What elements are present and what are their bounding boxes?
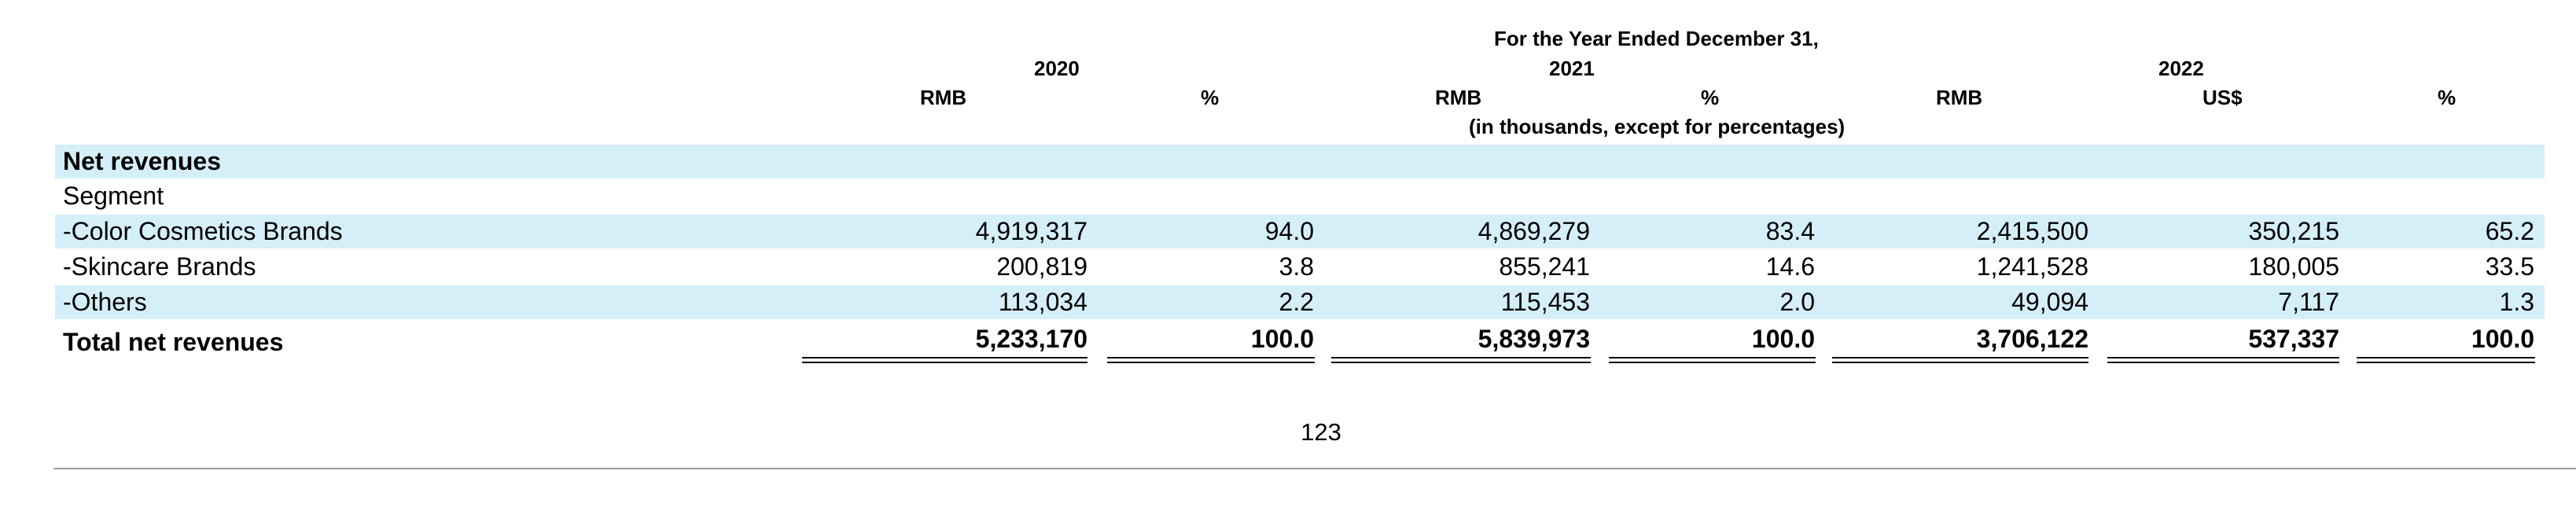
total-2020-pct: 100.0	[1250, 325, 1314, 353]
total-underline-2021-pct	[1609, 357, 1816, 363]
cell-others-2022-usd: 7,117	[2278, 288, 2339, 316]
currency-2022-usd: US$	[2202, 86, 2243, 109]
total-underline-2022-rmb	[1832, 357, 2088, 363]
cell-color-cosmetics-2021-pct: 83.4	[1765, 217, 1815, 245]
total-2021-pct: 100.0	[1751, 325, 1815, 353]
total-label: Total net revenues	[63, 328, 284, 356]
period-title: For the Year Ended December 31,	[1494, 27, 1819, 50]
cell-others-2022-rmb: 49,094	[2011, 288, 2088, 316]
row-band-color-cosmetics	[55, 215, 2545, 248]
year-2021: 2021	[1549, 57, 1595, 80]
total-2021-rmb: 5,839,973	[1478, 325, 1590, 353]
section-segment: Segment	[63, 182, 164, 210]
row-band-net-revenues	[55, 145, 2545, 178]
currency-2020-pct: %	[1201, 86, 1220, 109]
total-2022-rmb: 3,706,122	[1976, 325, 2088, 353]
cell-color-cosmetics-2021-rmb: 4,869,279	[1478, 217, 1590, 245]
cell-skincare-2022-usd: 180,005	[2248, 252, 2339, 281]
section-net-revenues: Net revenues	[63, 147, 221, 175]
cell-color-cosmetics-2022-rmb: 2,415,500	[1976, 217, 2088, 245]
cell-color-cosmetics-2022-pct: 65.2	[2485, 217, 2534, 245]
cell-color-cosmetics-2020-rmb: 4,919,317	[975, 217, 1087, 245]
currency-2020-rmb: RMB	[920, 86, 967, 109]
row-label-color-cosmetics: -Color Cosmetics Brands	[63, 217, 343, 245]
total-underline-2021-rmb	[1331, 357, 1591, 363]
year-2022: 2022	[2158, 57, 2204, 80]
currency-2022-pct: %	[2438, 86, 2456, 109]
units-note: (in thousands, except for percentages)	[1469, 115, 1846, 138]
cell-others-2020-pct: 2.2	[1279, 288, 1314, 316]
cell-skincare-2022-pct: 33.5	[2485, 252, 2534, 281]
currency-2021-rmb: RMB	[1435, 86, 1482, 109]
currency-2022-rmb: RMB	[1936, 86, 1983, 109]
total-underline-2020-rmb	[802, 357, 1087, 363]
total-underline-2020-pct	[1107, 357, 1315, 363]
cell-others-2021-rmb: 115,453	[1500, 288, 1590, 316]
currency-2021-pct: %	[1701, 86, 1720, 109]
cell-color-cosmetics-2022-usd: 350,215	[2248, 217, 2339, 245]
row-label-skincare: -Skincare Brands	[63, 252, 256, 281]
cell-others-2021-pct: 2.0	[1779, 288, 1815, 316]
total-2022-pct: 100.0	[2471, 325, 2534, 353]
total-underline-2022-usd	[2107, 357, 2339, 363]
total-underline-2022-pct	[2357, 357, 2535, 363]
footer-rule	[53, 468, 2576, 469]
cell-skincare-2022-rmb: 1,241,528	[1976, 252, 2088, 281]
year-2020: 2020	[1034, 57, 1080, 80]
cell-others-2022-pct: 1.3	[2499, 288, 2534, 316]
row-band-others	[55, 285, 2545, 319]
total-2020-rmb: 5,233,170	[975, 325, 1087, 353]
cell-skincare-2020-pct: 3.8	[1279, 252, 1314, 281]
cell-skincare-2020-rmb: 200,819	[996, 252, 1087, 281]
cell-skincare-2021-rmb: 855,241	[1499, 252, 1590, 281]
cell-color-cosmetics-2020-pct: 94.0	[1264, 217, 1314, 245]
cell-skincare-2021-pct: 14.6	[1765, 252, 1815, 281]
total-2022-usd: 537,337	[2248, 325, 2339, 353]
row-label-others: -Others	[63, 288, 147, 316]
page-number: 123	[1301, 418, 1341, 446]
cell-others-2020-rmb: 113,034	[998, 288, 1087, 316]
